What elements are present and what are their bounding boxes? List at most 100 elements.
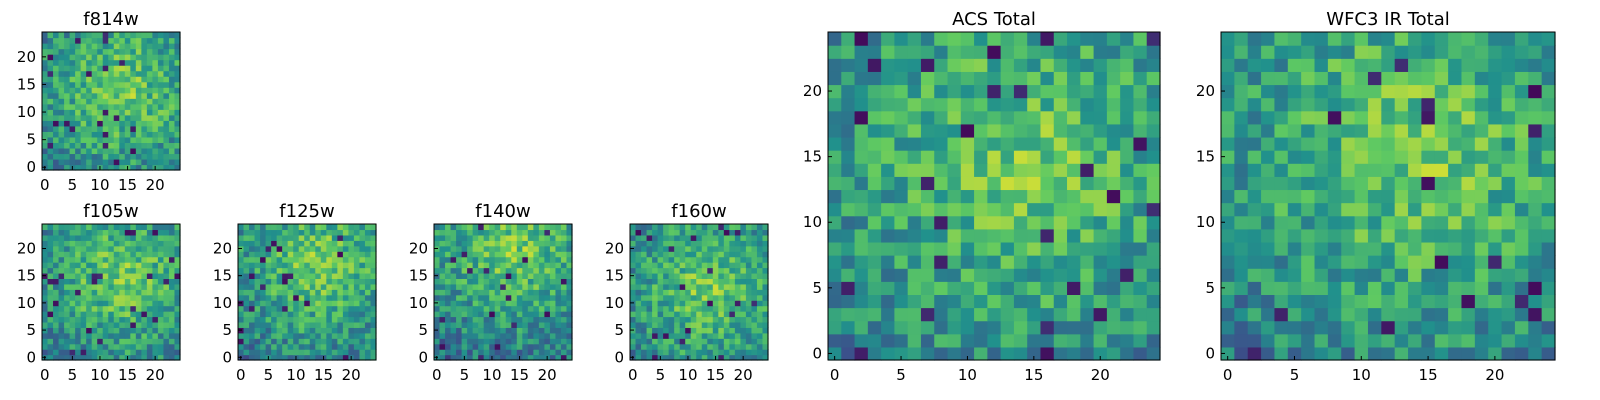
heatmap-cell (533, 251, 540, 258)
heatmap-cell (478, 294, 485, 301)
heatmap-cell (881, 163, 895, 177)
heatmap-cell (445, 343, 452, 350)
heatmap-cell (1120, 163, 1135, 177)
heatmap-cell (309, 311, 316, 318)
heatmap-cell (533, 327, 540, 334)
heatmap-cell (353, 327, 361, 334)
heatmap-cell (674, 256, 681, 263)
heatmap-cell (254, 289, 261, 296)
heatmap-cell (907, 294, 922, 309)
heatmap-cell (1120, 97, 1135, 112)
heatmap-cell (102, 136, 109, 143)
heatmap-cell (174, 32, 181, 39)
heatmap-cell (80, 92, 87, 99)
heatmap-cell (1488, 84, 1503, 99)
heatmap-cell (174, 349, 181, 356)
heatmap-cell (1261, 281, 1276, 295)
heatmap-cell (701, 283, 708, 290)
heatmap-cell (560, 343, 568, 350)
heatmap-cell (141, 305, 148, 312)
heatmap-cell (646, 289, 653, 296)
heatmap-cell (135, 224, 142, 231)
heatmap-cell (679, 354, 686, 361)
heatmap-cell (91, 103, 98, 110)
heatmap-cell (1301, 110, 1316, 125)
heatmap-cell (260, 251, 267, 258)
heatmap-cell (97, 114, 104, 121)
heatmap-cell (745, 234, 753, 241)
heatmap-cell (276, 256, 283, 263)
heatmap-cell (174, 103, 181, 110)
heatmap-cell (152, 343, 159, 350)
heatmap-cell (894, 32, 909, 46)
heatmap-cell (960, 58, 975, 72)
heatmap-cell (674, 262, 681, 269)
heatmap-cell (549, 316, 557, 323)
heatmap-cell (1314, 163, 1329, 177)
heatmap-cell (69, 131, 76, 138)
heatmap-cell (315, 294, 322, 301)
heatmap-cell (1434, 45, 1449, 59)
heatmap-cell (108, 262, 115, 269)
heatmap-cell (271, 354, 278, 361)
heatmap-cell (505, 305, 512, 312)
heatmap-cell (1314, 45, 1329, 59)
heatmap-cell (168, 283, 176, 290)
heatmap-cell (337, 354, 344, 361)
heatmap-cell (828, 281, 842, 295)
heatmap-cell (566, 245, 573, 252)
heatmap-cell (522, 289, 529, 296)
heatmap-cell (157, 224, 165, 231)
heatmap-cell (124, 245, 131, 252)
heatmap-cell (113, 59, 120, 66)
heatmap-cell (108, 229, 115, 236)
heatmap-cell (86, 120, 93, 127)
heatmap-cell (907, 320, 922, 335)
heatmap-cell (701, 289, 708, 296)
heatmap-cell (53, 349, 60, 356)
heatmap-cell (1381, 176, 1396, 191)
heatmap-cell (1247, 255, 1262, 269)
heatmap-cell (53, 294, 60, 301)
heatmap-cell (478, 229, 485, 236)
heatmap-cell (668, 338, 675, 345)
heatmap-cell (124, 321, 131, 328)
heatmap-cell (47, 240, 54, 247)
heatmap-cell (69, 321, 76, 328)
heatmap-cell (1421, 320, 1436, 335)
heatmap-cell (1013, 294, 1028, 309)
heatmap-cell (119, 43, 126, 50)
heatmap-cell (1146, 32, 1161, 46)
heatmap-cell (439, 251, 446, 258)
heatmap-cell (337, 316, 344, 323)
heatmap-cell (854, 281, 869, 295)
heatmap-cell (1027, 84, 1042, 99)
heatmap-cell (1461, 307, 1476, 322)
heatmap-cells (238, 224, 377, 361)
heatmap-cell (450, 251, 457, 258)
heatmap-cell (434, 224, 441, 231)
heatmap-cell (445, 332, 452, 339)
heatmap-cell (566, 272, 573, 279)
heatmap-cell (113, 349, 120, 356)
heatmap-cell (348, 229, 355, 236)
heatmap-cell (544, 256, 551, 263)
heatmap-cell (58, 278, 65, 285)
heatmap-cell (1274, 163, 1289, 177)
heatmap-cell (1421, 136, 1436, 151)
heatmap-cell (1448, 110, 1463, 125)
heatmap-cell (1040, 202, 1055, 217)
heatmap-cell (102, 311, 109, 318)
heatmap-cell (690, 289, 697, 296)
y-tick-label: 10 (803, 213, 822, 231)
heatmap-cell (282, 294, 289, 301)
heatmap-cell (315, 224, 322, 231)
heatmap-cell (86, 305, 93, 312)
heatmap-cell (130, 354, 137, 361)
heatmap-cell (141, 114, 148, 121)
heatmap-cell (91, 136, 98, 143)
heatmap-cell (974, 333, 988, 348)
heatmap-cell (1381, 123, 1396, 138)
heatmap-cell (42, 153, 49, 160)
heatmap-cell (1106, 110, 1121, 125)
